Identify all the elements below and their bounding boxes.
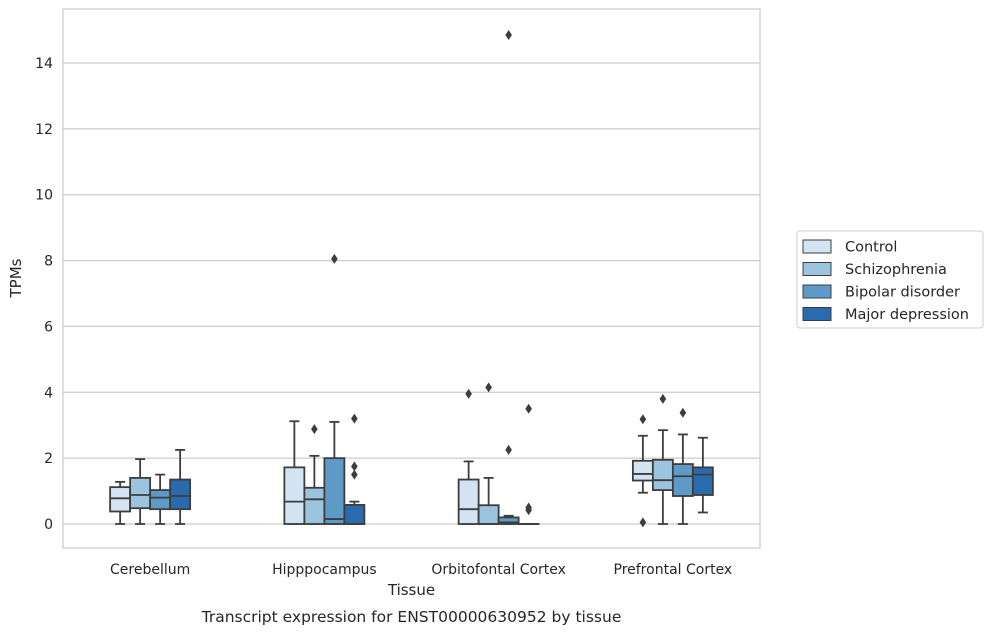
y-tick-label: 12: [35, 122, 53, 138]
box: [631, 414, 654, 528]
box: [109, 480, 132, 525]
plot-frame: [62, 8, 761, 549]
outlier-point: [659, 393, 667, 404]
outlier-point: [465, 388, 472, 399]
box: [691, 436, 714, 514]
box-body: [169, 478, 192, 511]
legend-swatch: [802, 239, 832, 254]
outlier-point: [525, 505, 532, 516]
y-tick-label: 10: [35, 188, 53, 204]
y-tick-label: 0: [44, 517, 53, 533]
box-body: [283, 466, 306, 525]
box-body: [477, 504, 500, 525]
box-group: [457, 30, 540, 525]
y-tick-labels: 0 2 4 6 8 10 12 14: [35, 56, 53, 533]
box: [303, 424, 326, 525]
legend-label: Control: [845, 240, 897, 256]
box-group: [283, 253, 366, 525]
box-body: [457, 478, 480, 525]
box-body: [303, 486, 326, 525]
box-body: [631, 459, 654, 482]
box: [651, 393, 674, 525]
legend-label: Bipolar disorder: [845, 285, 960, 301]
legend: Control Schizophrenia Bipolar disorder Majo…: [796, 230, 984, 329]
x-tick-label: Cerebellum: [110, 562, 190, 578]
box: [477, 382, 500, 525]
x-tick-labels: Cerebellum Hipppocampus Orbitofontal Corte…: [110, 562, 732, 578]
legend-label: Major depression: [845, 307, 969, 323]
y-tick-label: 8: [44, 254, 53, 270]
y-tick-label: 2: [44, 451, 53, 467]
box-body: [343, 504, 366, 525]
outlier-point: [311, 424, 318, 435]
y-tick-label: 6: [44, 319, 53, 335]
outlier-point: [351, 469, 358, 480]
outlier-point: [505, 444, 512, 455]
box-body: [149, 489, 172, 511]
outlier-point: [505, 30, 512, 41]
y-tick-label: 4: [44, 385, 53, 401]
y-axis-label: TPMs: [7, 258, 25, 298]
box: [457, 388, 480, 525]
box-body: [671, 463, 694, 497]
outlier-point: [639, 414, 647, 425]
box-body: [129, 476, 152, 510]
box: [497, 30, 520, 525]
outlier-point: [525, 403, 532, 414]
box: [343, 413, 366, 525]
box: [517, 403, 540, 525]
outlier-point: [679, 407, 687, 418]
x-tick-label: Prefrontal Cortex: [614, 562, 733, 578]
x-tick-label: Orbitofontal Cortex: [431, 562, 566, 578]
box: [129, 458, 152, 525]
box-group: [631, 393, 714, 528]
box-group: [109, 449, 192, 525]
outlier-point: [639, 517, 647, 528]
chart-caption: Transcript expression for ENST0000063095…: [201, 608, 622, 626]
box-body: [109, 486, 132, 513]
box: [169, 449, 192, 525]
outlier-point: [351, 461, 358, 472]
box: [323, 253, 346, 525]
outlier-point: [351, 413, 358, 424]
outlier-point: [331, 253, 338, 264]
outlier-point: [485, 382, 492, 393]
box-body: [691, 466, 714, 496]
legend-swatch: [802, 284, 832, 299]
box-body: [497, 516, 520, 525]
x-tick-label: Hipppocampus: [272, 562, 377, 578]
box: [149, 473, 172, 525]
legend-label: Schizophrenia: [845, 262, 947, 278]
y-tick-label: 14: [35, 56, 53, 72]
box-body: [323, 457, 346, 525]
box-body: [651, 458, 674, 491]
box-groups: [109, 30, 714, 528]
legend-swatch: [802, 307, 832, 321]
x-axis-label: Tissue: [387, 581, 435, 599]
legend-frame: [796, 230, 984, 329]
legend-swatch: [802, 262, 832, 276]
